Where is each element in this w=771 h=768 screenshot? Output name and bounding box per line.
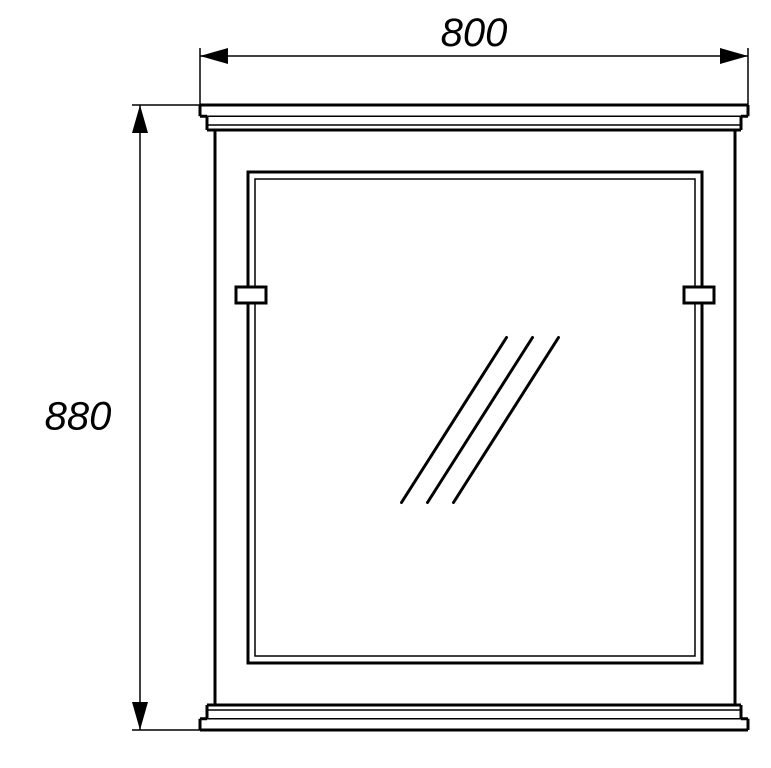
technical-drawing: 800 880 xyxy=(0,0,771,768)
dim-arrow-top xyxy=(132,105,148,133)
mount-bracket-left xyxy=(236,287,266,303)
dim-height-label: 880 xyxy=(45,395,112,439)
dim-width-label: 800 xyxy=(441,11,508,55)
dim-arrow-bottom xyxy=(132,702,148,730)
mirror-panel-bevel xyxy=(255,179,695,656)
dim-arrow-left xyxy=(200,48,228,64)
dim-arrow-right xyxy=(720,48,748,64)
mirror-panel-frame xyxy=(248,172,702,663)
glass-reflection-mark xyxy=(428,338,533,503)
glass-reflection-mark xyxy=(454,338,559,503)
mount-bracket-right xyxy=(684,287,714,303)
glass-reflection-mark xyxy=(402,338,507,503)
